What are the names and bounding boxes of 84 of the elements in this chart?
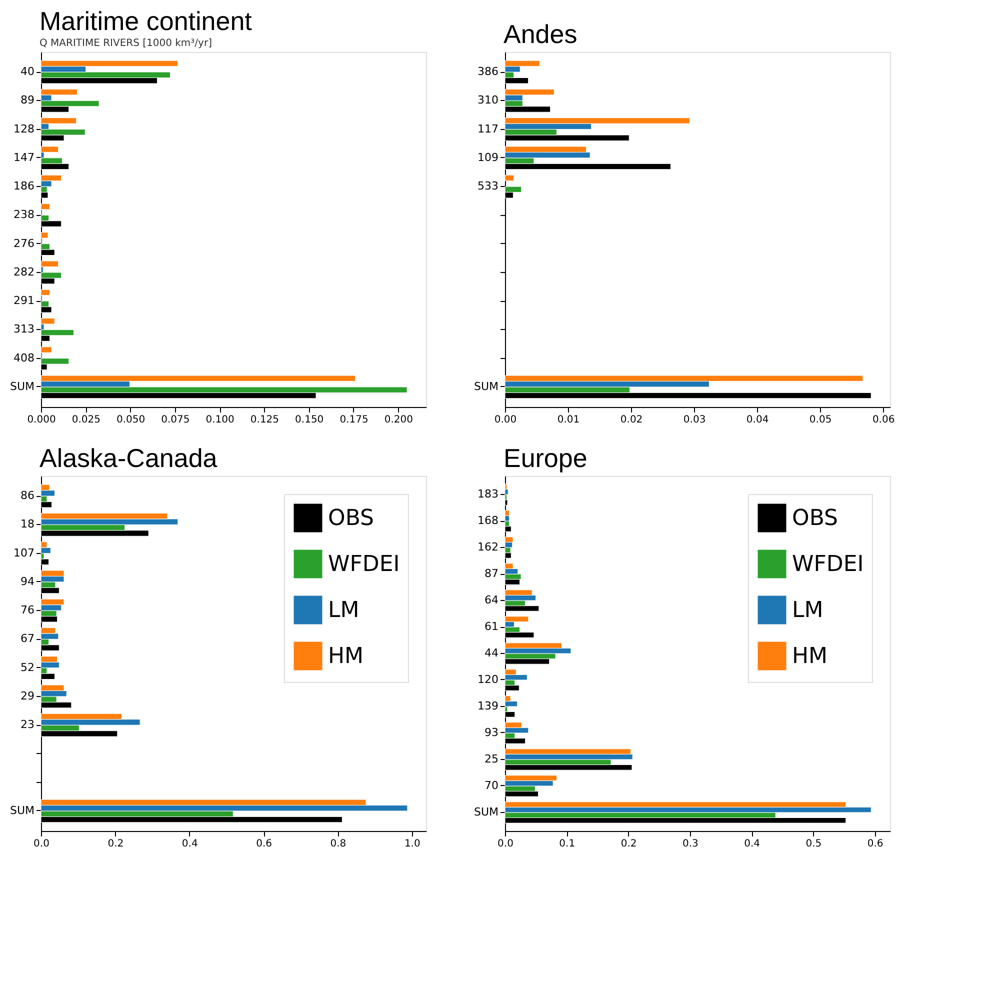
y-tick-label: 408: [14, 351, 34, 364]
y-tick-label: 87: [484, 567, 498, 580]
chart-title: Europe: [503, 443, 588, 473]
x-tick-label: 0.05: [809, 414, 832, 426]
x-tick-label: 0.150: [295, 414, 324, 426]
y-tick-label: 276: [14, 236, 34, 250]
x-tick-label: 0.6: [867, 838, 884, 850]
y-tick-label: SUM: [10, 804, 34, 817]
chart-title: Alaska-Canada: [39, 443, 218, 473]
y-tick-label: 86: [20, 489, 34, 502]
x-tick-label: 0.075: [161, 414, 190, 426]
y-tick-label: 67: [20, 632, 34, 646]
y-tick-label: 76: [20, 604, 34, 617]
y-tick-label: 186: [14, 180, 34, 193]
x-tick-label: 0.6: [256, 838, 272, 850]
y-tick-label: 109: [478, 150, 498, 164]
x-tick-label: 0.5: [806, 838, 822, 850]
x-tick-label: 0.01: [557, 414, 580, 426]
y-tick-label: 52: [20, 660, 34, 674]
x-tick-label: 0.4: [744, 838, 760, 850]
legend-label: HM: [792, 644, 828, 669]
legend-label: LM: [792, 598, 824, 623]
y-tick-label: 533: [478, 180, 498, 193]
x-tick-label: 0.0: [498, 838, 514, 850]
x-tick-label: 1.0: [404, 838, 420, 850]
legend-label: OBS: [328, 506, 374, 531]
y-tick-label: 40: [20, 65, 34, 78]
chart-subtitle: Q MARITIME RIVERS [1000 km³/yr]: [39, 38, 212, 49]
y-tick-label: 89: [20, 94, 34, 107]
legend-label: LM: [328, 598, 360, 623]
y-tick-label: 64: [484, 594, 498, 607]
x-tick-label: 0.025: [72, 414, 100, 426]
y-tick-label: 310: [478, 94, 498, 107]
y-tick-label: SUM: [474, 380, 498, 393]
x-tick-label: 0.04: [746, 414, 769, 426]
x-tick-label: 0.4: [182, 838, 198, 850]
legend-label: HM: [328, 644, 364, 669]
x-tick-label: 0.3: [682, 838, 698, 850]
y-tick-label: 23: [20, 718, 34, 732]
y-tick-label: 128: [14, 122, 34, 136]
x-tick-label: 0.2: [108, 838, 124, 850]
x-tick-label: 0.2: [620, 838, 637, 850]
y-tick-label: 94: [20, 574, 34, 588]
y-tick-label: 93: [484, 726, 498, 739]
x-tick-label: 0.100: [206, 414, 234, 426]
y-tick-label: 183: [478, 488, 498, 501]
y-tick-label: 162: [478, 540, 498, 554]
legend-label: OBS: [792, 506, 838, 531]
legend-label: WFDEI: [792, 552, 864, 577]
legend-label: WFDEI: [328, 552, 400, 577]
y-tick-label: 44: [484, 646, 498, 660]
x-tick-label: 0.06: [872, 414, 895, 426]
x-tick-label: 0.050: [116, 414, 146, 426]
y-tick-label: 25: [484, 752, 498, 766]
bar: [504, 174, 514, 182]
y-tick-label: 70: [484, 778, 498, 792]
y-tick-label: 120: [478, 672, 498, 686]
y-tick-label: 386: [478, 65, 498, 78]
y-tick-label: SUM: [10, 380, 34, 393]
y-tick-label: 238: [14, 208, 34, 222]
x-tick-label: 0.1: [559, 838, 576, 850]
y-tick-label: 29: [20, 689, 34, 702]
y-tick-label: 291: [14, 294, 34, 308]
y-tick-label: 313: [14, 322, 34, 336]
y-tick-label: 139: [478, 699, 498, 712]
chart-title: Maritime continent: [39, 6, 253, 36]
y-tick-label: 61: [484, 620, 498, 634]
y-tick-label: SUM: [474, 805, 498, 818]
x-tick-label: 0.8: [330, 838, 346, 850]
y-tick-label: 147: [14, 150, 34, 164]
y-tick-label: 282: [14, 265, 34, 278]
y-tick-label: 18: [20, 518, 34, 531]
y-tick-label: 117: [478, 122, 498, 136]
x-tick-label: 0.03: [683, 414, 706, 426]
x-tick-label: 0.175: [340, 414, 368, 426]
x-tick-label: 0.00: [494, 414, 517, 426]
x-tick-label: 0.200: [384, 414, 413, 426]
chart-title: Andes: [503, 19, 578, 49]
x-tick-label: 0.02: [620, 414, 643, 426]
x-tick-label: 0.0: [34, 838, 50, 850]
y-tick-label: 107: [14, 546, 34, 560]
x-tick-label: 0.125: [250, 414, 280, 426]
x-tick-label: 0.000: [27, 414, 56, 426]
y-tick-label: 168: [478, 514, 498, 528]
